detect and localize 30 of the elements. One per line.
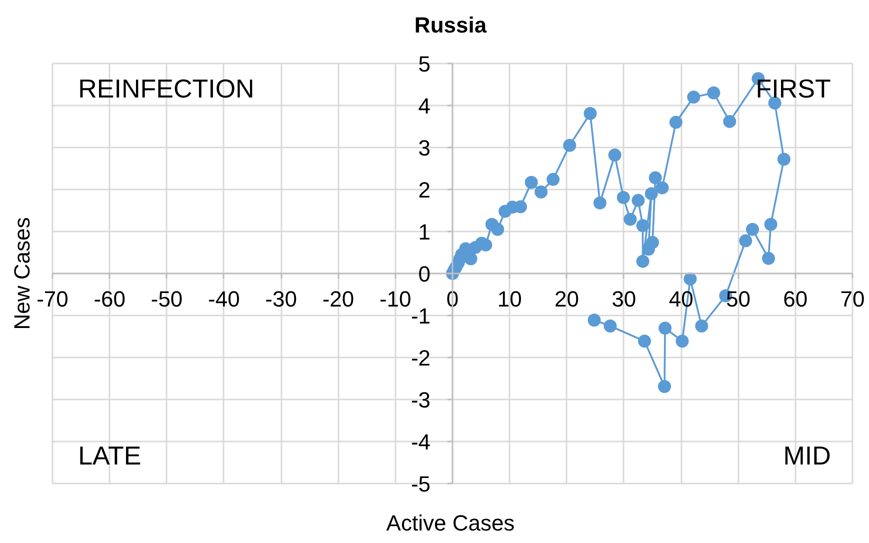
y-tick-label: -4 [410, 430, 430, 454]
x-tick-label: 10 [497, 286, 522, 312]
y-tick-label: -5 [410, 472, 430, 496]
annotation: REINFECTION [78, 74, 254, 104]
y-tick-label: 5 [418, 52, 431, 76]
x-tick-label: -10 [379, 286, 412, 312]
y-axis-title: New Cases [10, 217, 34, 330]
chart-title: Russia [414, 12, 488, 38]
annotation: LATE [78, 440, 142, 470]
annotation: MID [783, 440, 831, 470]
x-tick-label: -40 [208, 286, 240, 312]
y-tick-label: 2 [418, 178, 431, 202]
y-tick-label: -1 [410, 304, 430, 328]
x-tick-label: -20 [322, 286, 354, 312]
x-tick-label: -60 [94, 286, 126, 312]
x-tick-label: 70 [840, 286, 865, 312]
x-tick-label: 20 [554, 286, 580, 312]
y-tick-label: -2 [410, 346, 430, 370]
y-tick-label: 3 [418, 136, 431, 160]
y-tick-label: 1 [418, 220, 431, 244]
x-tick-label: -30 [265, 286, 297, 312]
y-tick-label: 0 [418, 262, 431, 286]
x-tick-label: 30 [612, 286, 636, 312]
y-tick-label: -3 [410, 388, 430, 412]
x-tick-label: 60 [783, 286, 808, 312]
x-tick-label: 50 [726, 286, 750, 312]
x-tick-label: -70 [36, 286, 68, 312]
y-tick-label: 4 [418, 94, 431, 118]
x-tick-label: -50 [150, 286, 183, 312]
x-axis-title: Active Cases [386, 510, 515, 536]
